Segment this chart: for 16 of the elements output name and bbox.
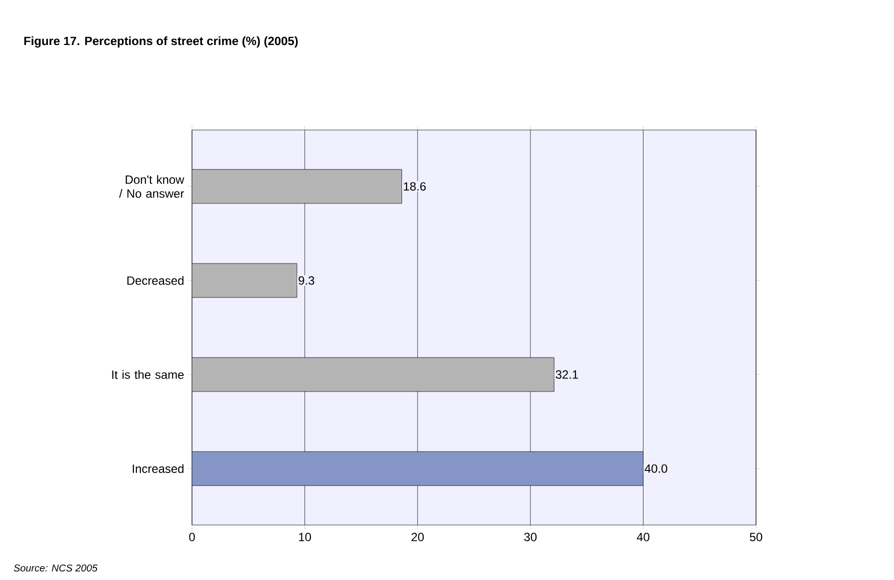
data-label: 9.3 bbox=[298, 276, 314, 285]
data-label: 40.0 bbox=[644, 464, 668, 473]
y-tick-label: Increased bbox=[132, 464, 184, 473]
y-tick-label: Don't know / No answer bbox=[119, 175, 184, 198]
x-tick-label: 10 bbox=[299, 532, 311, 542]
x-tick-label: 0 bbox=[189, 532, 195, 542]
x-tick-label: 20 bbox=[412, 532, 424, 542]
x-tick-label: 50 bbox=[750, 532, 762, 542]
x-tick-label: 40 bbox=[636, 532, 650, 542]
chart-title: Figure 17. Perceptions of street crime (%) (2005) bbox=[24, 36, 298, 48]
data-label: 18.6 bbox=[404, 182, 426, 191]
y-tick-label: It is the same bbox=[112, 370, 184, 379]
source-note: Source: NCS 2005 bbox=[14, 564, 98, 572]
data-label: 32.1 bbox=[556, 370, 578, 379]
y-tick-label: Decreased bbox=[127, 276, 184, 285]
x-tick-label: 30 bbox=[524, 532, 537, 542]
